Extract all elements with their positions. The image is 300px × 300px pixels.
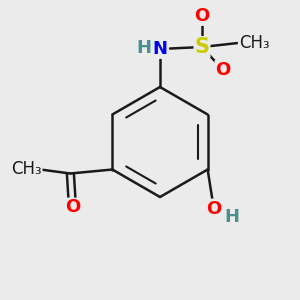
Text: H: H	[224, 208, 239, 226]
Text: N: N	[152, 40, 167, 58]
Text: CH₃: CH₃	[11, 160, 42, 178]
Text: S: S	[194, 37, 209, 57]
Text: O: O	[206, 200, 221, 217]
Text: O: O	[194, 7, 210, 25]
Text: O: O	[65, 199, 80, 217]
Text: CH₃: CH₃	[239, 34, 269, 52]
Text: O: O	[215, 61, 231, 79]
Text: H: H	[136, 39, 152, 57]
